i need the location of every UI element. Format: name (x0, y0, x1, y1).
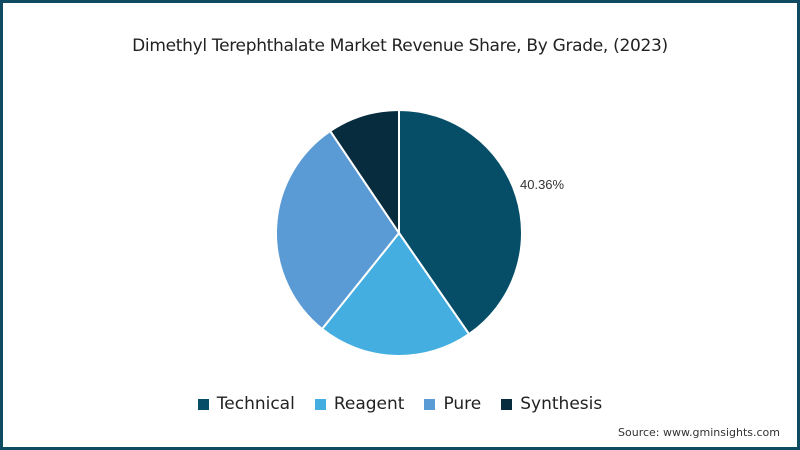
pie-slice-pure (275, 129, 401, 331)
swatch-icon (314, 398, 326, 410)
legend-label: Reagent (333, 394, 405, 414)
swatch-icon (197, 398, 209, 410)
source-note: Source: www.gminsights.com (618, 426, 780, 439)
legend-label: Technical (216, 394, 295, 414)
legend-item-synthesis[interactable]: Synthesis (501, 394, 602, 414)
swatch-icon (501, 398, 513, 410)
legend-item-pure[interactable]: Pure (424, 394, 481, 414)
legend-label: Pure (443, 394, 482, 414)
pie-slice-reagent (320, 231, 471, 357)
technical-percent-label: 40.36% (520, 177, 565, 192)
legend-item-reagent[interactable]: Reagent (314, 394, 405, 414)
pie-slice-synthesis (328, 108, 400, 237)
pie-slice-technical (398, 108, 523, 336)
swatch-icon (424, 398, 436, 410)
legend-label: Synthesis (520, 394, 603, 414)
chart-title: Dimethyl Terephthalate Market Revenue Sh… (132, 36, 668, 56)
legend-item-technical[interactable]: Technical (197, 394, 295, 414)
legend: Technical Reagent Pure Synthesis (0, 394, 800, 414)
